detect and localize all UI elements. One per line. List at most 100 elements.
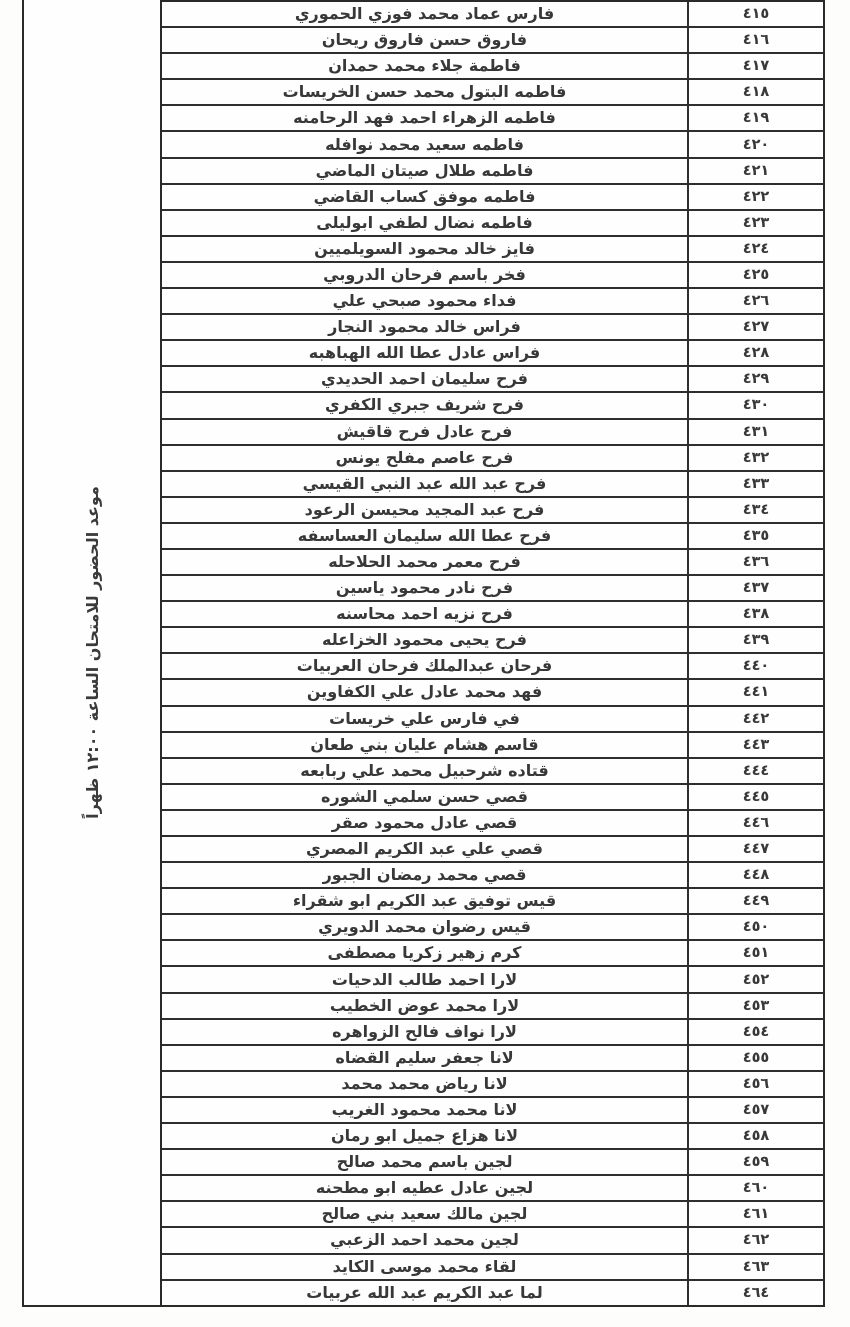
table-row: قاسم هشام عليان بني طعان ٤٤٣ — [162, 732, 825, 759]
serial-number-cell: ٤٤٤ — [687, 758, 825, 783]
student-name-cell: فرح عاصم مفلح يونس — [335, 447, 514, 467]
table-row: لارا محمد عوض الخطيب ٤٥٣ — [162, 993, 825, 1020]
student-name-cell: فرح نادر محمود ياسين — [335, 578, 514, 598]
table-row: قصي حسن سلمي الشوره ٤٤٥ — [162, 784, 825, 811]
serial-number-cell: ٤٣٣ — [687, 471, 825, 496]
student-name-cell: لانا جعفر سليم القضاه — [335, 1047, 514, 1067]
serial-number-cell: ٤٤٣ — [687, 732, 825, 757]
student-name-cell: فراس خالد محمود النجار — [328, 317, 521, 337]
serial-number-cell: ٤٣٤ — [687, 497, 825, 522]
serial-number-cell: ٤٥٤ — [687, 1019, 825, 1044]
student-name-cell: قيس توفيق عبد الكريم ابو شقراء — [292, 891, 557, 911]
table-row: فرح يحيى محمود الخزاعله ٤٣٩ — [162, 628, 825, 655]
table-row: فاطمه سعيد محمد نوافله ٤٢٠ — [162, 132, 825, 159]
serial-number-cell: ٤٥٧ — [687, 1097, 825, 1123]
student-name-cell: في فارس علي خريسات — [329, 708, 520, 728]
student-name-cell: فهد محمد عادل علي الكفاوين — [306, 682, 543, 702]
serial-number-cell: ٤٤٥ — [687, 784, 825, 809]
student-name-cell: قيس رضوان محمد الدويري — [318, 917, 531, 937]
table-row: فاطمه الزهراء احمد فهد الرحامنه ٤١٩ — [162, 106, 825, 133]
table-row: فرح نادر محمود ياسين ٤٣٧ — [162, 576, 825, 603]
exam-time-note: موعد الحضور للامتحان الساعة ١٢:٠٠ ظهراً — [82, 486, 102, 819]
serial-number-cell: ٤٢٨ — [687, 341, 825, 366]
serial-number-cell: ٤٣٦ — [687, 549, 825, 575]
serial-number-cell: ٤٥١ — [687, 941, 825, 966]
serial-number-cell: ٤٤١ — [687, 680, 825, 705]
student-name-cell: فاروق حسن فاروق ريحان — [321, 30, 528, 50]
serial-number-cell: ٤٤٦ — [687, 810, 825, 835]
student-name-cell: لجين محمد احمد الزعبي — [330, 1230, 519, 1250]
serial-number-cell: ٤٣٧ — [687, 576, 825, 601]
serial-number-cell: ٤٢٩ — [687, 367, 825, 392]
table-row: قيس توفيق عبد الكريم ابو شقراء ٤٤٩ — [162, 889, 825, 916]
table-row: لجين باسم محمد صالح ٤٥٩ — [162, 1150, 825, 1177]
table-row: قتاده شرحبيل محمد علي ربابعه ٤٤٤ — [162, 758, 825, 785]
table-row: فارس عماد محمد فوزي الحموري ٤١٥ — [162, 2, 825, 29]
serial-number-cell: ٤٢٧ — [687, 315, 825, 340]
student-name-cell: فرح عبد المجيد محيسن الرعود — [304, 499, 545, 519]
table-row: فاروق حسن فاروق ريحان ٤١٦ — [162, 28, 825, 55]
serial-number-cell: ٤٤٩ — [687, 889, 825, 914]
table-row: فرح معمر محمد الحلاحله ٤٣٦ — [162, 549, 825, 577]
student-name-cell: لما عبد الكريم عبد الله عربيات — [306, 1282, 543, 1302]
student-name-cell: فرح شريف جبري الكفري — [324, 395, 525, 415]
student-name-cell: فرح نزيه احمد محاسنه — [336, 604, 513, 624]
student-name-cell: لجين باسم محمد صالح — [336, 1152, 513, 1172]
serial-number-cell: ٤٣٢ — [687, 445, 825, 470]
table-row: فاطمة جلاء محمد حمدان ٤١٧ — [162, 54, 825, 81]
serial-number-cell: ٤٦٣ — [687, 1254, 825, 1279]
serial-number-cell: ٤٦٠ — [687, 1176, 825, 1201]
table-row: لانا هزاع جميل ابو رمان ٤٥٨ — [162, 1124, 825, 1151]
table-row: فرح نزيه احمد محاسنه ٤٣٨ — [162, 602, 825, 629]
student-name-cell: قاسم هشام عليان بني طعان — [310, 734, 539, 754]
table-row: فاطمه البتول محمد حسن الخريسات ٤١٨ — [162, 80, 825, 107]
student-name-cell: فخر باسم فرحان الدروبي — [323, 264, 526, 284]
serial-number-cell: ٤٦٤ — [687, 1280, 825, 1305]
serial-number-cell: ٤٢٤ — [687, 236, 825, 261]
student-name-cell: فرح سليمان احمد الحديدي — [320, 369, 529, 389]
serial-number-cell: ٤٥٠ — [687, 915, 825, 940]
table-row: فرح عادل فرح قاقيش ٤٣١ — [162, 419, 825, 446]
table-row: فهد محمد عادل علي الكفاوين ٤٤١ — [162, 680, 825, 707]
serial-number-cell: ٤١٥ — [687, 2, 825, 27]
table-row: فرح عبد المجيد محيسن الرعود ٤٣٤ — [162, 497, 825, 524]
student-name-cell: فرح عبد الله عبد النبي القيسي — [302, 473, 547, 493]
table-row: فرح عطا الله سليمان العساسفه ٤٣٥ — [162, 523, 825, 550]
student-name-cell: لقاء محمد موسى الكايد — [332, 1256, 517, 1276]
student-name-cell: لارا محمد عوض الخطيب — [329, 995, 520, 1015]
serial-number-cell: ٤٥٨ — [687, 1124, 825, 1149]
student-name-cell: فرحان عبدالملك فرحان العربيات — [296, 656, 553, 676]
student-name-cell: فاطمة جلاء محمد حمدان — [328, 56, 521, 76]
student-name-cell: قصي علي عبد الكريم المصري — [306, 839, 543, 859]
table-row: قصي علي عبد الكريم المصري ٤٤٧ — [162, 837, 825, 864]
table-row: لقاء محمد موسى الكايد ٤٦٣ — [162, 1254, 825, 1281]
student-name-cell: فداء محمود صبحي علي — [332, 291, 517, 311]
student-name-cell: فاطمه نضال لطفي ابوليلى — [316, 212, 533, 232]
student-name-cell: لجين مالك سعيد بني صالح — [321, 1204, 528, 1224]
table-row: قيس رضوان محمد الدويري ٤٥٠ — [162, 915, 825, 942]
serial-number-cell: ٤٣٥ — [687, 523, 825, 548]
serial-number-cell: ٤٤٢ — [687, 706, 825, 731]
serial-number-cell: ٤١٩ — [687, 106, 825, 131]
serial-number-cell: ٤٢٣ — [687, 210, 825, 235]
table-row: لانا محمد محمود الغريب ٤٥٧ — [162, 1097, 825, 1125]
table-row: فراس خالد محمود النجار ٤٢٧ — [162, 315, 825, 342]
table-row: لما عبد الكريم عبد الله عربيات ٤٦٤ — [162, 1280, 825, 1305]
table-row: فرح سليمان احمد الحديدي ٤٢٩ — [162, 367, 825, 394]
student-name-cell: فاطمه موفق كساب القاضي — [313, 186, 536, 206]
student-name-cell: كرم زهير زكريا مصطفى — [327, 943, 522, 963]
table-row: فداء محمود صبحي علي ٤٢٦ — [162, 289, 825, 316]
table-row: لارا نواف فالح الزواهره ٤٥٤ — [162, 1019, 825, 1046]
table-row: فاطمه طلال صيتان الماضي ٤٢١ — [162, 158, 825, 185]
student-name-cell: فاطمه البتول محمد حسن الخريسات — [282, 82, 567, 102]
student-name-cell: فارس عماد محمد فوزي الحموري — [294, 4, 555, 24]
table-row: فخر باسم فرحان الدروبي ٤٢٥ — [162, 262, 825, 290]
table-row: فرح عبد الله عبد النبي القيسي ٤٣٣ — [162, 471, 825, 498]
student-name-cell: لارا نواف فالح الزواهره — [332, 1021, 517, 1041]
student-name-cell: لانا محمد محمود الغريب — [331, 1099, 518, 1119]
serial-number-cell: ٤٦١ — [687, 1202, 825, 1227]
exam-time-note-cell: موعد الحضور للامتحان الساعة ١٢:٠٠ ظهراً — [22, 0, 162, 1305]
table-row: فرح شريف جبري الكفري ٤٣٠ — [162, 393, 825, 420]
serial-number-cell: ٤٥٦ — [687, 1071, 825, 1096]
serial-number-cell: ٤٤٨ — [687, 863, 825, 888]
